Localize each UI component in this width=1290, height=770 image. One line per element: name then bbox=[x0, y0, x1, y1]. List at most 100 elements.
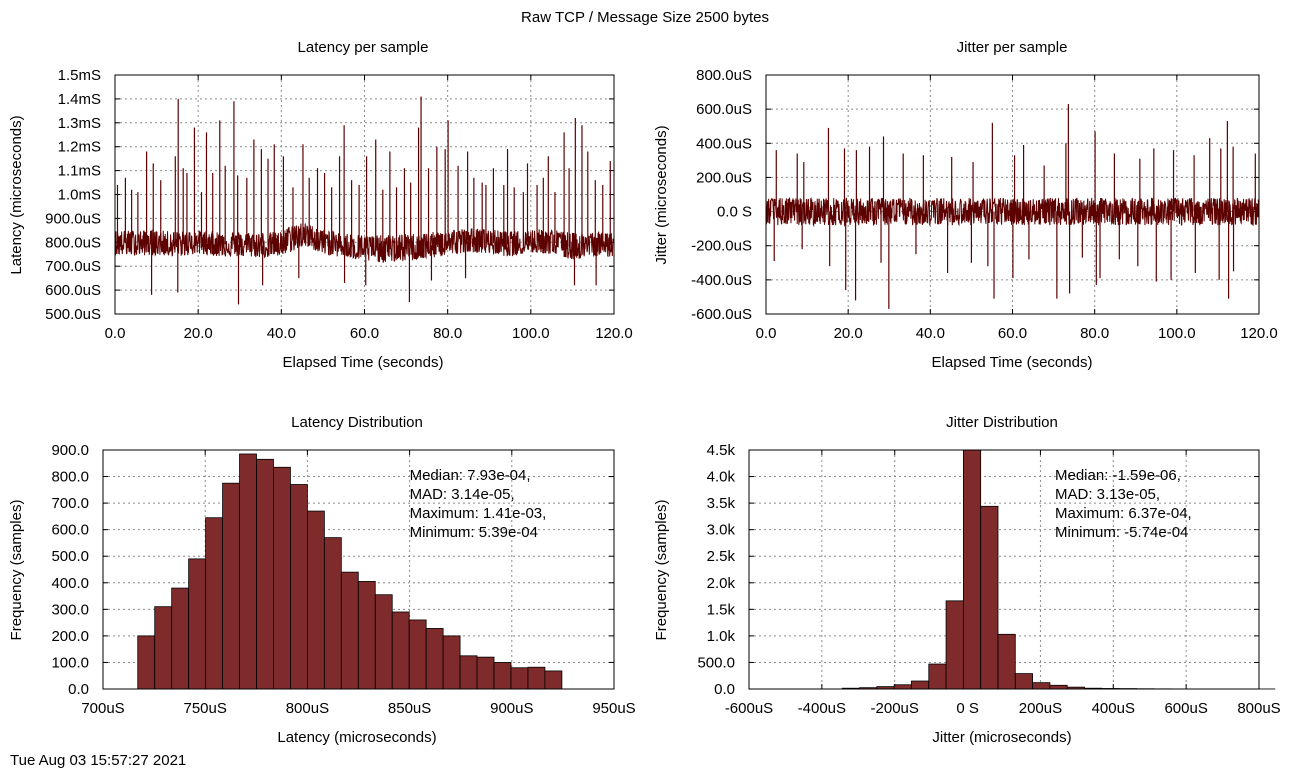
latency-distribution-title: Latency Distribution bbox=[291, 414, 423, 431]
latency-chart-y-tick-label: 500.0uS bbox=[45, 306, 101, 323]
latency-distribution-bar bbox=[306, 510, 325, 690]
latency-distribution-x-tick-label: 700uS bbox=[81, 700, 124, 717]
latency-distribution-y-tick-label: 800.0 bbox=[51, 469, 89, 486]
latency-distribution-bar bbox=[205, 517, 223, 690]
latency-distribution-bar bbox=[171, 587, 190, 690]
latency-distribution-y-tick-label: 500.0 bbox=[51, 548, 89, 565]
jitter-distribution-y-label: Frequency (samples) bbox=[653, 500, 670, 641]
jitter-distribution-bar bbox=[1032, 682, 1051, 690]
latency-distribution-bar bbox=[323, 537, 342, 690]
jitter-distribution-stats-line: Maximum: 6.37e-04, bbox=[1055, 505, 1192, 522]
latency-distribution-stats-line: Median: 7.93e-04, bbox=[410, 467, 531, 484]
latency-distribution-bar bbox=[290, 484, 308, 690]
latency-distribution-chart: Latency Distribution Latency (microsecon… bbox=[8, 414, 636, 746]
latency-distribution-bar bbox=[476, 656, 495, 690]
jitter-chart-title: Jitter per sample bbox=[957, 39, 1068, 56]
jitter-chart: Jitter per sample Elapsed Time (seconds)… bbox=[653, 39, 1278, 371]
latency-distribution-stats-line: MAD: 3.14e-05, bbox=[410, 486, 515, 503]
latency-distribution-bar bbox=[188, 558, 207, 690]
latency-chart-y-tick-label: 1.1mS bbox=[58, 163, 101, 180]
latency-chart-y-tick-label: 1.2mS bbox=[58, 139, 101, 156]
jitter-distribution-bar bbox=[1049, 684, 1068, 690]
latency-distribution-y-label: Frequency (samples) bbox=[8, 500, 25, 641]
latency-plot-area: 0.0 20.0 40.0 60.0 80.0 100.0 120.0 500.0uS 600.… bbox=[45, 67, 633, 342]
latency-distribution-y-tick-label: 0.0 bbox=[68, 681, 89, 698]
figure-title: Raw TCP / Message Size 2500 bytes bbox=[521, 9, 769, 26]
latency-chart-y-tick-label: 900.0uS bbox=[45, 210, 101, 227]
jitter-distribution-y-tick-label: 2.0k bbox=[707, 575, 736, 592]
latency-distribution-bar bbox=[391, 611, 410, 690]
jitter-distribution-bar bbox=[980, 505, 999, 690]
latency-chart-y-tick-label: 1.3mS bbox=[58, 115, 101, 132]
jitter-distribution-x-tick-label: 600uS bbox=[1164, 700, 1207, 717]
latency-chart-x-tick-label: 100.0 bbox=[512, 325, 550, 342]
latency-chart-series bbox=[115, 96, 614, 305]
jitter-distribution-y-tick-label: 0.0 bbox=[714, 681, 735, 698]
jitter-chart-x-tick-label: 60.0 bbox=[998, 325, 1027, 342]
latency-chart-frame bbox=[114, 74, 615, 315]
latency-distribution-stats-line: Minimum: 5.39e-04 bbox=[410, 524, 538, 541]
jitter-chart-y-tick-label: 400.0uS bbox=[696, 135, 752, 152]
latency-chart-x-label: Elapsed Time (seconds) bbox=[283, 354, 444, 371]
jitter-distribution-y-tick-label: 4.0k bbox=[707, 469, 736, 486]
jitter-distribution-stats-line: Median: -1.59e-06, bbox=[1055, 467, 1181, 484]
latency-chart-trace bbox=[115, 223, 614, 263]
jitter-distribution-y-tick-label: 1.5k bbox=[707, 601, 736, 618]
jitter-chart-x-tick-label: 100.0 bbox=[1158, 325, 1196, 342]
latency-chart-y-tick-label: 1.5mS bbox=[58, 67, 101, 84]
latency-distribution-y-tick-label: 900.0 bbox=[51, 442, 89, 459]
latency-distribution-bar bbox=[137, 635, 156, 690]
jitter-chart-x-tick-label: 40.0 bbox=[916, 325, 945, 342]
latency-distribution-bar bbox=[222, 482, 240, 690]
jitter-distribution-y-tick-label: 1.0k bbox=[707, 628, 736, 645]
jitter-plot-area: 0.0 20.0 40.0 60.0 80.0 100.0 120.0 -600.0uS -40… bbox=[691, 67, 1278, 342]
latency-distribution-bar bbox=[425, 628, 444, 690]
latency-distribution-y-tick-label: 700.0 bbox=[51, 495, 89, 512]
latency-distribution-x-tick-label: 800uS bbox=[286, 700, 329, 717]
jitter-distribution-y-tick-label: 500.0 bbox=[697, 654, 735, 671]
latency-distribution-bar bbox=[408, 619, 427, 690]
jitter-distribution-frame bbox=[748, 449, 1260, 690]
latency-distribution-y-tick-label: 100.0 bbox=[51, 654, 89, 671]
jitter-distribution-bar bbox=[997, 633, 1016, 690]
jitter-distribution-chart: Jitter Distribution Jitter (microseconds… bbox=[653, 414, 1281, 746]
jitter-chart-series bbox=[766, 104, 1259, 309]
latency-distribution-stats-line: Maximum: 1.41e-03, bbox=[410, 505, 547, 522]
latency-chart-y-tick-label: 800.0uS bbox=[45, 234, 101, 251]
jitter-distribution-x-tick-label: 800uS bbox=[1237, 700, 1280, 717]
jitter-chart-y-tick-label: -400.0uS bbox=[691, 272, 752, 289]
jitter-distribution-title: Jitter Distribution bbox=[946, 414, 1058, 431]
jitter-distribution-bar bbox=[911, 680, 930, 690]
latency-distribution-bar bbox=[239, 453, 257, 690]
latency-distribution-bar bbox=[459, 655, 478, 690]
jitter-distribution-y-tick-label: 3.0k bbox=[707, 522, 736, 539]
latency-distribution-bar bbox=[374, 594, 393, 690]
jitter-distribution-x-tick-label: 400uS bbox=[1092, 700, 1135, 717]
jitter-distribution-bar bbox=[945, 600, 964, 690]
jitter-chart-y-tick-label: 0.0 S bbox=[717, 204, 752, 221]
latency-chart-x-tick-label: 40.0 bbox=[267, 325, 296, 342]
jitter-chart-y-tick-label: 800.0uS bbox=[696, 67, 752, 84]
jitter-chart-y-tick-label: -600.0uS bbox=[691, 306, 752, 323]
jitter-chart-x-tick-label: 80.0 bbox=[1080, 325, 1109, 342]
timestamp: Tue Aug 03 15:57:27 2021 bbox=[10, 752, 186, 769]
jitter-chart-y-tick-label: 200.0uS bbox=[696, 169, 752, 186]
latency-distribution-frame bbox=[102, 449, 615, 690]
jitter-distribution-y-tick-label: 3.5k bbox=[707, 495, 736, 512]
jitter-chart-frame bbox=[765, 74, 1260, 315]
latency-distribution-y-tick-label: 600.0 bbox=[51, 522, 89, 539]
latency-distribution-plot-area: 700uS 750uS 800uS 850uS 900uS 950uS 0.0 100.0 20… bbox=[51, 442, 635, 717]
latency-distribution-bar bbox=[544, 670, 563, 690]
jitter-chart-y-tick-label: 600.0uS bbox=[696, 101, 752, 118]
jitter-distribution-x-label: Jitter (microseconds) bbox=[932, 729, 1071, 746]
jitter-distribution-stats-line: MAD: 3.13e-05, bbox=[1055, 486, 1160, 503]
jitter-distribution-x-tick-label: -400uS bbox=[798, 700, 846, 717]
latency-distribution-x-label: Latency (microseconds) bbox=[277, 729, 436, 746]
latency-distribution-x-tick-label: 900uS bbox=[490, 700, 533, 717]
latency-chart-y-label: Latency (microseconds) bbox=[8, 115, 25, 274]
jitter-distribution-x-tick-label: -200uS bbox=[871, 700, 919, 717]
jitter-distribution-plot-area: -600uS -400uS -200uS 0 S 200uS 400uS 600uS 800u… bbox=[697, 442, 1280, 717]
jitter-chart-x-tick-label: 0.0 bbox=[756, 325, 777, 342]
jitter-distribution-bar bbox=[1014, 673, 1033, 690]
jitter-distribution-x-tick-label: 0 S bbox=[956, 700, 979, 717]
